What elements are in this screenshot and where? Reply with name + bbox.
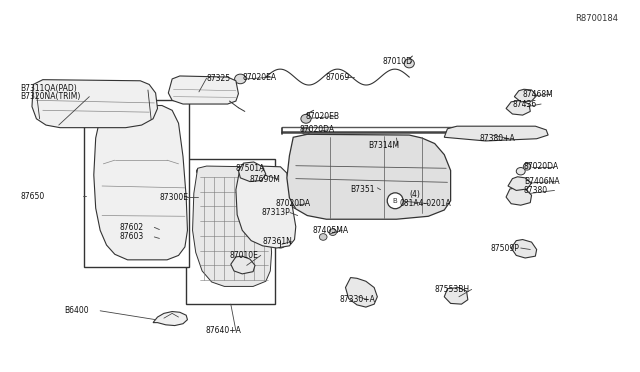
- Text: 87361N: 87361N: [262, 237, 292, 246]
- Ellipse shape: [524, 163, 531, 169]
- Circle shape: [387, 193, 403, 209]
- Text: B: B: [393, 198, 397, 204]
- Text: 87603: 87603: [119, 232, 143, 241]
- Polygon shape: [231, 256, 255, 274]
- Polygon shape: [236, 166, 296, 248]
- Text: 87650: 87650: [20, 192, 45, 201]
- Ellipse shape: [301, 114, 311, 123]
- Ellipse shape: [516, 167, 525, 175]
- Text: 87380: 87380: [524, 186, 548, 195]
- Text: 87020DA: 87020DA: [524, 162, 559, 171]
- Polygon shape: [444, 126, 548, 141]
- Text: 87069: 87069: [325, 73, 349, 81]
- Text: B7314M: B7314M: [369, 141, 399, 150]
- Polygon shape: [94, 106, 188, 260]
- Text: 87501A: 87501A: [236, 164, 265, 173]
- Polygon shape: [287, 134, 451, 219]
- Text: 87020DA: 87020DA: [300, 125, 335, 134]
- Ellipse shape: [319, 234, 327, 240]
- Text: 87602: 87602: [119, 223, 143, 232]
- Ellipse shape: [524, 163, 531, 170]
- Polygon shape: [511, 240, 537, 258]
- Text: 87010E: 87010E: [230, 251, 259, 260]
- Text: 87436: 87436: [513, 100, 537, 109]
- Ellipse shape: [157, 227, 162, 232]
- Ellipse shape: [235, 74, 246, 84]
- Text: 87690M: 87690M: [250, 175, 281, 184]
- Text: 87380+A: 87380+A: [479, 134, 515, 143]
- Text: B7406NA: B7406NA: [524, 177, 559, 186]
- Text: 87468M: 87468M: [523, 90, 554, 99]
- Ellipse shape: [404, 59, 414, 68]
- Bar: [186, 160, 275, 304]
- Text: 87553BH: 87553BH: [435, 285, 470, 294]
- Text: R8700184: R8700184: [575, 13, 618, 22]
- Text: 87313P: 87313P: [261, 208, 290, 217]
- Text: (4): (4): [409, 190, 420, 199]
- Polygon shape: [168, 76, 239, 104]
- Text: 87020EA: 87020EA: [243, 73, 276, 81]
- Text: 87300E: 87300E: [159, 193, 188, 202]
- Text: 87020EB: 87020EB: [306, 112, 340, 121]
- Text: 87010D: 87010D: [383, 57, 412, 66]
- Polygon shape: [346, 278, 378, 307]
- Text: 87640+A: 87640+A: [205, 326, 241, 335]
- Text: 87330+A: 87330+A: [339, 295, 375, 304]
- Polygon shape: [506, 188, 532, 205]
- Polygon shape: [508, 177, 532, 190]
- Polygon shape: [515, 89, 537, 102]
- Polygon shape: [153, 311, 188, 326]
- Text: 87020DA: 87020DA: [275, 199, 310, 208]
- Text: B7320NA(TRIM): B7320NA(TRIM): [20, 92, 81, 101]
- Text: 87509P: 87509P: [491, 244, 520, 253]
- Ellipse shape: [292, 202, 300, 209]
- Ellipse shape: [276, 241, 285, 248]
- Polygon shape: [193, 166, 271, 286]
- Ellipse shape: [319, 197, 327, 203]
- Ellipse shape: [157, 236, 162, 241]
- Polygon shape: [239, 162, 266, 182]
- Ellipse shape: [329, 229, 337, 235]
- Bar: [84, 100, 189, 267]
- Text: 87325: 87325: [207, 74, 230, 83]
- Polygon shape: [444, 288, 468, 304]
- Polygon shape: [506, 100, 531, 115]
- Text: 87405MA: 87405MA: [312, 226, 348, 235]
- Text: 081A4-0201A: 081A4-0201A: [399, 199, 451, 208]
- Text: B7311QA(PAD): B7311QA(PAD): [20, 84, 77, 93]
- Text: B6400: B6400: [64, 306, 88, 315]
- Ellipse shape: [302, 128, 310, 135]
- Text: B7351: B7351: [351, 185, 375, 194]
- Ellipse shape: [196, 168, 204, 174]
- Polygon shape: [32, 80, 157, 128]
